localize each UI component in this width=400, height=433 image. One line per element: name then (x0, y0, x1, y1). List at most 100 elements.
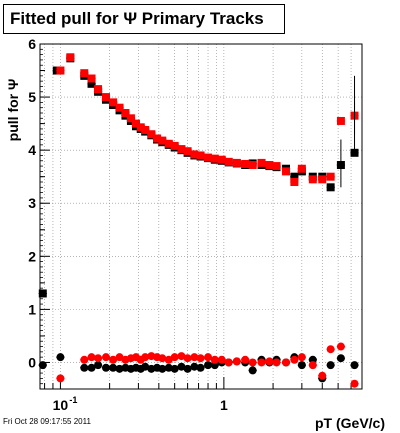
data-point (196, 151, 205, 160)
data-point (224, 358, 233, 367)
data-point (210, 355, 219, 364)
data-point (87, 363, 96, 372)
data-point (241, 159, 250, 168)
data-point (190, 150, 199, 159)
data-point (109, 355, 118, 364)
y-axis-title: pull for Ψ (5, 79, 21, 142)
data-point (232, 158, 241, 167)
data-point (248, 358, 257, 367)
data-point (326, 183, 335, 192)
data-point (177, 145, 186, 154)
data-point (326, 172, 335, 181)
data-point (265, 161, 274, 170)
x-tick-label: 10 (53, 397, 69, 413)
data-markers (38, 53, 359, 388)
data-point (290, 172, 299, 181)
data-point (141, 353, 150, 362)
data-point (115, 364, 124, 373)
axis-ticks (40, 43, 363, 389)
data-point (158, 364, 167, 373)
data-point (101, 353, 110, 362)
y-tick-label: 2 (28, 248, 36, 264)
data-point (257, 158, 266, 167)
data-point (204, 353, 213, 362)
data-point (94, 361, 103, 370)
data-point (282, 358, 291, 367)
tick-labels: 0 1 2 3 4 5 6 10 -1 1 (28, 36, 228, 413)
data-point (217, 155, 226, 164)
chart-title: Fitted pull for Ψ Primary Tracks (3, 4, 285, 34)
data-point (101, 93, 110, 102)
data-point (158, 136, 167, 145)
data-point (141, 362, 150, 371)
data-point (141, 125, 150, 134)
data-point (153, 134, 162, 143)
data-point (257, 358, 266, 367)
data-point (190, 353, 199, 362)
data-point (297, 164, 306, 173)
series-width-red (56, 53, 359, 186)
data-point (183, 147, 192, 156)
data-point (170, 353, 179, 362)
data-point (136, 123, 145, 132)
data-point (210, 154, 219, 163)
data-point (232, 357, 241, 366)
data-point (350, 379, 359, 388)
data-point (80, 363, 89, 372)
data-point (101, 363, 110, 372)
data-point (131, 119, 140, 128)
data-point (170, 141, 179, 150)
data-point (336, 354, 345, 363)
data-point (38, 361, 47, 370)
data-point (87, 79, 96, 88)
data-point (183, 354, 192, 363)
data-point (217, 355, 226, 364)
data-point (241, 355, 250, 364)
data-point (56, 66, 65, 75)
grid-lines (40, 43, 363, 389)
data-point (290, 178, 299, 186)
data-point (94, 354, 103, 363)
data-point (87, 353, 96, 362)
data-point (109, 363, 118, 372)
data-point (196, 354, 205, 363)
y-tick-label: 4 (28, 142, 36, 158)
data-point (326, 361, 335, 370)
data-point (38, 289, 47, 298)
y-tick-label: 5 (28, 89, 36, 105)
data-point (196, 363, 205, 372)
x-tick-label: 1 (220, 397, 228, 413)
data-point (297, 353, 306, 362)
data-point (336, 116, 345, 125)
data-point (109, 98, 118, 107)
data-point (158, 354, 167, 363)
y-tick-label: 0 (28, 354, 36, 370)
data-point (224, 157, 233, 166)
data-point (318, 371, 327, 380)
data-point (80, 69, 89, 78)
data-point (183, 364, 192, 373)
data-point (308, 361, 317, 370)
series-mean-red (56, 342, 359, 388)
data-point (204, 153, 213, 162)
data-point (66, 53, 75, 62)
data-point (56, 353, 65, 362)
data-point (290, 355, 299, 364)
data-point (164, 139, 173, 148)
data-point (282, 167, 291, 176)
data-point (170, 364, 179, 373)
data-point (177, 352, 186, 361)
data-point (115, 103, 124, 112)
data-point (177, 362, 186, 371)
data-point (204, 361, 213, 370)
data-point (272, 162, 281, 171)
data-point (297, 361, 306, 370)
plot-frame (39, 43, 363, 390)
data-point (94, 85, 103, 94)
data-point (272, 358, 281, 367)
data-point (336, 342, 345, 351)
data-point (80, 355, 89, 364)
data-point (87, 74, 96, 83)
data-point (248, 161, 257, 170)
